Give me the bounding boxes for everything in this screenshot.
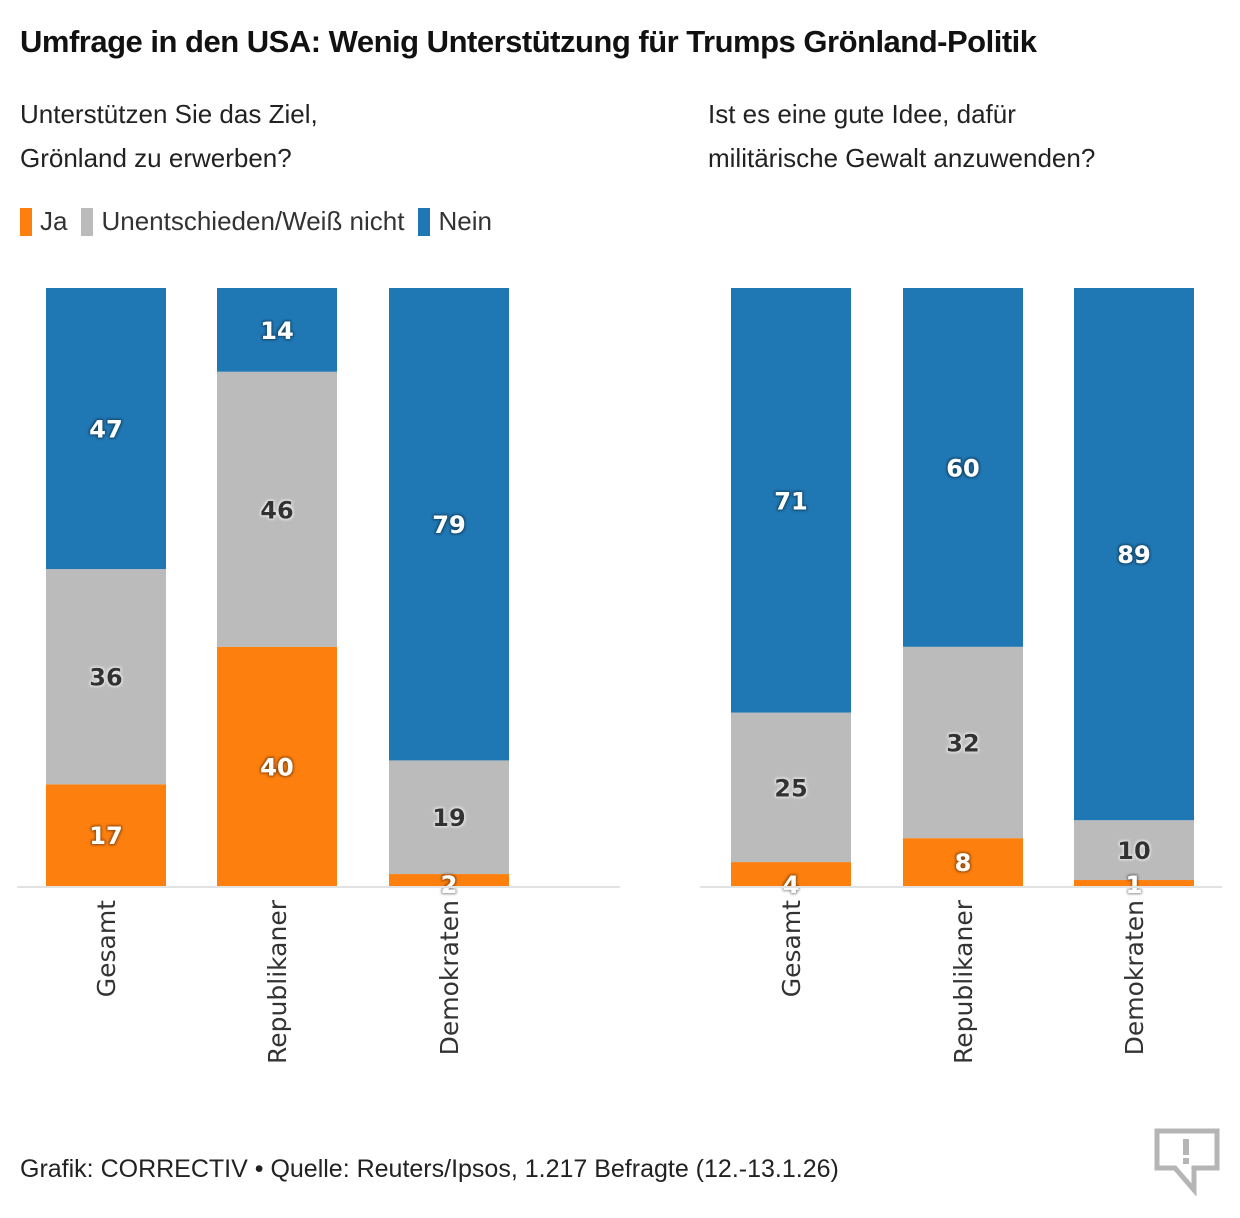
bar-segment-0-0-2 bbox=[46, 288, 166, 570]
category-label-0-0: Gesamt bbox=[92, 900, 121, 997]
bar-segment-0-0-0 bbox=[46, 784, 166, 886]
data-label-0-1-2: 14 bbox=[260, 317, 293, 345]
bar-segment-0-2-0 bbox=[389, 874, 509, 886]
bar-segment-0-2-2 bbox=[389, 288, 509, 761]
question-right: Ist es eine gute Idee, dafür militärisch… bbox=[708, 99, 1096, 173]
bar-segment-0-2-1 bbox=[389, 760, 509, 875]
data-label-0-1-1: 46 bbox=[260, 496, 293, 524]
category-label-1-2: Demokraten bbox=[1120, 900, 1149, 1055]
data-label-0-0-2: 47 bbox=[89, 416, 122, 444]
bar-segment-1-0-1 bbox=[731, 712, 851, 863]
legend-item-nein: Nein bbox=[418, 206, 492, 237]
data-label-1-1-1: 32 bbox=[946, 729, 979, 757]
data-label-1-1-2: 60 bbox=[946, 454, 979, 482]
bar-segment-0-1-0 bbox=[217, 646, 337, 886]
category-label-1-0: Gesamt bbox=[777, 900, 806, 997]
chart-title: Umfrage in den USA: Wenig Unterstützung … bbox=[20, 24, 1037, 59]
legend-item-ja: Ja bbox=[20, 206, 67, 237]
legend-swatch-ja bbox=[20, 207, 32, 236]
legend-label-nein: Nein bbox=[438, 206, 492, 236]
category-label-1-1: Republikaner bbox=[949, 899, 978, 1064]
footer-source: Grafik: CORRECTIV • Quelle: Reuters/Ipso… bbox=[20, 1155, 839, 1183]
data-label-0-2-1: 19 bbox=[432, 804, 465, 832]
bar-segment-1-1-0 bbox=[903, 838, 1023, 886]
bar-segment-1-1-1 bbox=[903, 646, 1023, 839]
question-left: Unterstützen Sie das Ziel, Grönland zu e… bbox=[20, 99, 318, 173]
data-label-1-0-0: 4 bbox=[783, 871, 800, 899]
legend: Ja Unentschieden/Weiß nicht Nein bbox=[20, 206, 506, 237]
data-label-1-2-2: 89 bbox=[1117, 541, 1150, 569]
bar-segment-1-0-2 bbox=[731, 288, 851, 713]
data-label-0-0-1: 36 bbox=[89, 664, 122, 692]
category-label-0-2: Demokraten bbox=[435, 900, 464, 1055]
data-label-1-2-1: 10 bbox=[1117, 837, 1150, 865]
legend-swatch-unentschieden bbox=[81, 207, 94, 236]
legend-label-unentschieden: Unentschieden/Weiß nicht bbox=[101, 206, 405, 236]
bar-segment-0-1-2 bbox=[217, 288, 337, 372]
bar-segment-0-0-1 bbox=[46, 569, 166, 785]
bar-segment-1-2-1 bbox=[1074, 820, 1194, 881]
data-label-0-1-0: 40 bbox=[260, 753, 293, 781]
data-label-1-0-1: 25 bbox=[774, 774, 807, 802]
bar-segment-1-2-0 bbox=[1074, 880, 1194, 886]
bar-segment-1-2-2 bbox=[1074, 288, 1194, 821]
data-label-1-1-0: 8 bbox=[955, 849, 972, 877]
legend-swatch-nein bbox=[418, 207, 431, 236]
speech-bubble-exclamation-icon bbox=[1152, 1126, 1222, 1201]
category-label-0-1: Republikaner bbox=[263, 899, 292, 1064]
data-label-1-0-2: 71 bbox=[774, 487, 807, 515]
legend-label-ja: Ja bbox=[40, 206, 68, 236]
data-label-0-2-0: 2 bbox=[441, 871, 458, 899]
legend-item-unentschieden: Unentschieden/Weiß nicht bbox=[81, 206, 404, 237]
data-label-0-2-2: 79 bbox=[432, 511, 465, 539]
data-label-1-2-0: 1 bbox=[1126, 871, 1143, 899]
data-label-0-0-0: 17 bbox=[89, 822, 122, 850]
bar-segment-0-1-1 bbox=[217, 371, 337, 647]
bar-segment-1-1-2 bbox=[903, 288, 1023, 647]
bar-segment-1-0-0 bbox=[731, 862, 851, 886]
